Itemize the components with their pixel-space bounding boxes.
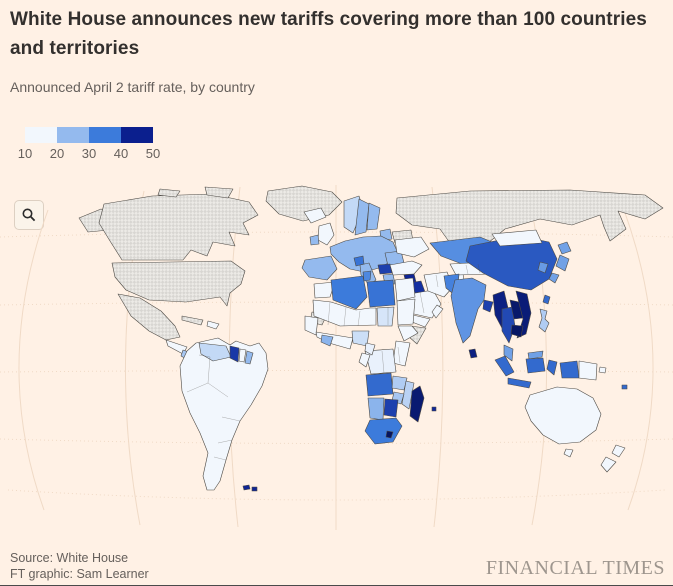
country-canada[interactable] [98, 193, 259, 261]
color-legend: 10 20 30 40 50 [18, 127, 160, 162]
country-arctic-islands[interactable] [157, 186, 234, 199]
country-uk[interactable] [317, 222, 335, 246]
legend-color-block [25, 127, 57, 143]
country-west-africa[interactable] [304, 315, 319, 336]
legend-color-block [57, 127, 89, 143]
country-malaysia[interactable] [503, 344, 544, 362]
country-cameroon[interactable] [364, 342, 376, 356]
graticule [0, 185, 673, 530]
country-guyana[interactable] [229, 345, 240, 363]
legend-ticks: 10 20 30 40 50 [18, 146, 160, 162]
country-indonesia[interactable] [494, 355, 580, 389]
country-french-guiana[interactable] [244, 350, 254, 365]
footer: Source: White House FT graphic: Sam Lear… [10, 550, 149, 583]
country-south-africa[interactable] [364, 417, 403, 445]
country-usa[interactable] [111, 260, 246, 307]
country-suriname[interactable] [238, 348, 247, 363]
country-greenland[interactable] [265, 185, 343, 222]
legend-tick-label: 40 [113, 146, 129, 161]
country-sahel[interactable] [312, 299, 377, 327]
country-switzerland[interactable] [353, 255, 365, 267]
country-oman[interactable] [431, 304, 444, 319]
country-cuba[interactable] [181, 315, 204, 326]
country-hispaniola[interactable] [206, 320, 220, 330]
country-japan[interactable] [548, 241, 572, 284]
source-line: Source: White House [10, 550, 129, 565]
country-finland[interactable] [366, 202, 381, 231]
credit-line: FT graphic: Sam Learner [10, 566, 149, 581]
country-south-america[interactable] [179, 337, 269, 491]
country-australia[interactable] [524, 386, 602, 458]
country-mauritius[interactable] [431, 406, 437, 412]
country-turkey[interactable] [389, 260, 423, 276]
country-mexico[interactable] [117, 293, 181, 341]
legend-tick-label: 10 [17, 146, 33, 161]
country-philippines[interactable] [538, 308, 550, 333]
map-zoom-button[interactable] [14, 200, 44, 230]
country-bangladesh[interactable] [482, 299, 494, 313]
country-fiji[interactable] [621, 384, 628, 390]
country-morocco[interactable] [313, 281, 336, 299]
chart-subtitle: Announced April 2 tariff rate, by countr… [10, 79, 255, 95]
ft-logo: FINANCIAL TIMES [485, 557, 665, 579]
legend-colorbar [25, 127, 153, 143]
country-tunisia[interactable] [362, 270, 372, 282]
world-map [0, 185, 673, 530]
legend-color-block [121, 127, 153, 143]
country-east-africa[interactable] [392, 340, 411, 367]
chart-title: White House announces new tariffs coveri… [10, 9, 647, 59]
country-india[interactable] [450, 277, 487, 344]
country-south-korea[interactable] [537, 261, 549, 274]
header: White House announces new tariffs coveri… [0, 0, 673, 95]
country-angola[interactable] [365, 372, 394, 397]
country-dr-congo[interactable] [364, 348, 397, 375]
country-botswana[interactable] [383, 398, 399, 418]
country-venezuela[interactable] [198, 342, 232, 362]
country-egypt[interactable] [394, 277, 416, 302]
country-chad[interactable] [376, 306, 395, 327]
country-papua-new-guinea[interactable] [578, 360, 607, 381]
magnifier-icon [22, 208, 36, 222]
country-algeria[interactable] [330, 275, 368, 310]
country-falklands[interactable] [242, 484, 258, 492]
country-libya[interactable] [366, 279, 396, 308]
country-sweden[interactable] [354, 198, 370, 236]
country-sudan[interactable] [396, 298, 416, 326]
country-sri-lanka[interactable] [468, 348, 478, 359]
country-gabon-congo[interactable] [358, 352, 371, 368]
country-iceland[interactable] [303, 207, 327, 224]
country-ireland[interactable] [309, 234, 320, 246]
country-mongolia[interactable] [491, 229, 543, 247]
country-taiwan[interactable] [542, 294, 551, 305]
country-ivory-coast[interactable] [320, 334, 334, 347]
legend-tick-label: 30 [81, 146, 97, 161]
country-cambodia[interactable] [510, 324, 524, 338]
country-namibia[interactable] [367, 397, 385, 421]
country-borders [186, 263, 481, 461]
legend-color-block [89, 127, 121, 143]
legend-tick-label: 20 [49, 146, 65, 161]
legend-tick-label: 50 [145, 146, 161, 161]
country-vietnam[interactable] [515, 290, 532, 339]
country-western-balkans[interactable] [377, 263, 393, 275]
country-new-zealand[interactable] [600, 444, 626, 473]
country-iberia[interactable] [301, 255, 338, 281]
country-madagascar[interactable] [409, 385, 425, 423]
country-ethiopia[interactable] [397, 325, 419, 342]
country-lesotho[interactable] [385, 430, 394, 439]
country-ukraine[interactable] [394, 236, 430, 258]
country-russia[interactable] [395, 189, 664, 250]
country-zambia[interactable] [391, 375, 408, 391]
